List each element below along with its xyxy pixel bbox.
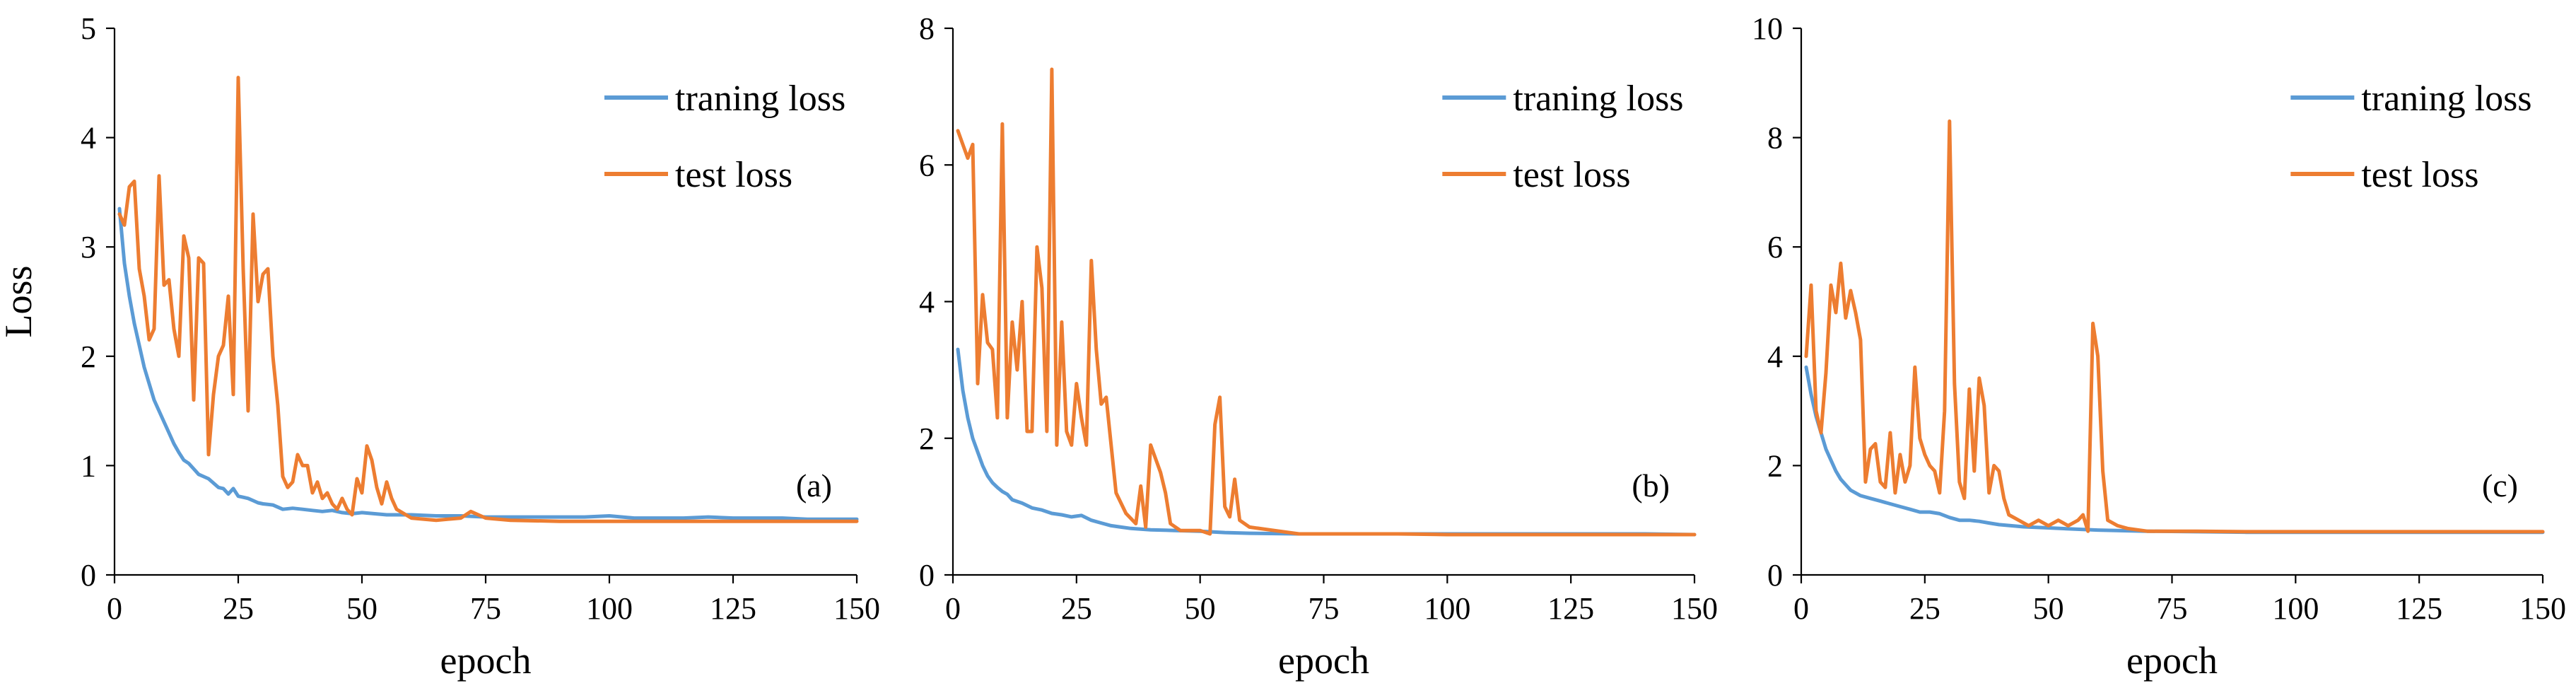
y-tick-label: 2: [919, 421, 935, 456]
x-tick-label: 50: [2033, 591, 2064, 626]
y-tick-label: 0: [1767, 558, 1783, 593]
x-axis-label: epoch: [440, 639, 532, 682]
y-tick-label: 2: [1767, 448, 1783, 483]
test-loss-line: [1804, 119, 2545, 534]
y-tick-label: 10: [1752, 11, 1783, 46]
y-tick-label: 0: [919, 558, 935, 593]
panel-label: (b): [1632, 467, 1670, 503]
y-tick-label: 8: [919, 11, 935, 46]
x-tick-label: 150: [1671, 591, 1718, 626]
y-tick-label: 0: [81, 558, 96, 593]
x-tick-label: 0: [1793, 591, 1809, 626]
y-tick-label: 4: [1767, 339, 1783, 374]
y-tick-label: 6: [919, 148, 935, 182]
training-loss-line: [117, 206, 859, 521]
x-axis-label: epoch: [2126, 639, 2218, 682]
legend-label-training: traning loss: [675, 78, 845, 119]
test-loss-line: [956, 67, 1697, 537]
x-tick-label: 125: [2396, 591, 2442, 626]
x-tick-label: 100: [586, 591, 633, 626]
legend-label-test: test loss: [1513, 155, 1630, 195]
y-axis-label: Loss: [0, 265, 40, 337]
y-tick-label: 4: [81, 121, 96, 156]
x-tick-label: 0: [107, 591, 122, 626]
y-tick-label: 1: [81, 448, 96, 483]
y-tick-label: 2: [81, 339, 96, 374]
x-tick-label: 125: [1547, 591, 1594, 626]
x-tick-label: 25: [1061, 591, 1092, 626]
x-tick-label: 25: [1909, 591, 1940, 626]
x-tick-label: 50: [1185, 591, 1216, 626]
x-tick-label: 100: [2272, 591, 2319, 626]
x-tick-label: 0: [945, 591, 961, 626]
y-tick-label: 3: [81, 230, 96, 264]
legend-label-training: traning loss: [1513, 78, 1683, 119]
x-tick-label: 75: [2157, 591, 2188, 626]
y-tick-label: 6: [1767, 230, 1783, 264]
x-tick-label: 100: [1424, 591, 1470, 626]
x-tick-label: 25: [223, 591, 254, 626]
training-loss-line: [956, 347, 1697, 537]
y-tick-label: 4: [919, 285, 935, 320]
panel-label: (a): [796, 467, 832, 503]
y-tick-label: 5: [81, 11, 96, 46]
x-tick-label: 150: [833, 591, 880, 626]
x-tick-label: 50: [346, 591, 377, 626]
x-tick-label: 150: [2519, 591, 2566, 626]
chart-panel-2: 0 2 4 6 8 0 25 50 75 100 125 150 epoch traning loss te…: [919, 11, 1718, 682]
x-axis-label: epoch: [1278, 639, 1369, 682]
x-tick-label: 125: [710, 591, 756, 626]
x-tick-label: 75: [470, 591, 501, 626]
test-loss-line: [117, 76, 859, 523]
legend-label-training: traning loss: [2361, 78, 2531, 119]
x-tick-label: 75: [1309, 591, 1340, 626]
panel-label: (c): [2482, 467, 2518, 503]
y-tick-label: 8: [1767, 121, 1783, 156]
legend-label-test: test loss: [2361, 155, 2478, 195]
legend-label-test: test loss: [675, 155, 792, 195]
